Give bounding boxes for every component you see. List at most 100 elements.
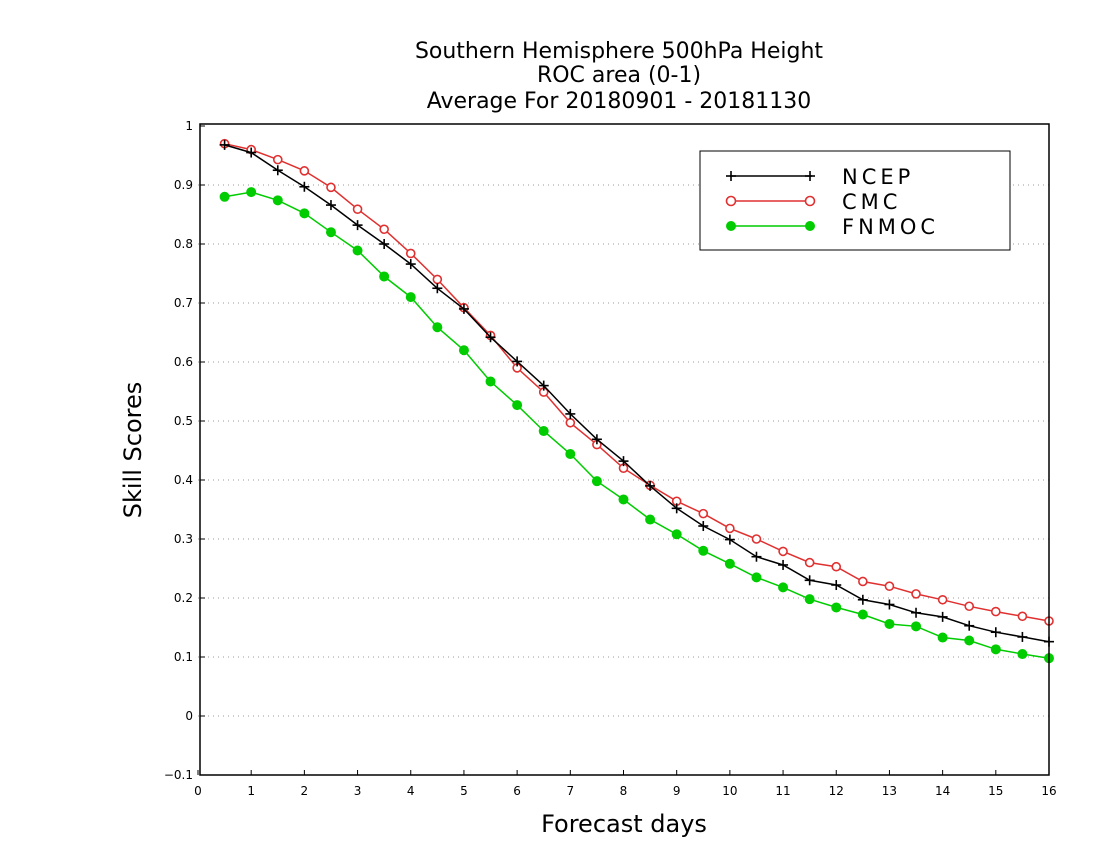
y-tick-label: 0.7 bbox=[174, 296, 193, 310]
data-point-filled-circle bbox=[565, 449, 576, 460]
legend-item-ncep: NCEP bbox=[726, 165, 910, 189]
data-point-open-circle bbox=[725, 195, 737, 207]
data-point-filled-circle bbox=[911, 621, 922, 632]
axis-ticks: −0.100.10.20.30.40.50.60.70.80.910 1 2 3 4 5 6… bbox=[164, 119, 1057, 798]
data-point-open-circle bbox=[804, 195, 816, 207]
data-point-plus bbox=[432, 283, 443, 294]
data-point-plus bbox=[990, 627, 1001, 638]
data-point-filled-circle bbox=[884, 618, 895, 629]
data-point-plus bbox=[299, 181, 310, 192]
x-tick-label: 14 bbox=[935, 784, 950, 798]
data-point-plus bbox=[937, 611, 948, 622]
data-point-plus bbox=[618, 456, 629, 467]
data-point-filled-circle bbox=[538, 426, 549, 437]
data-point-filled-circle bbox=[1017, 649, 1028, 660]
data-point-open-circle bbox=[884, 581, 895, 592]
data-point-plus bbox=[778, 559, 789, 570]
data-point-plus bbox=[751, 551, 762, 562]
data-point-open-circle bbox=[565, 417, 576, 428]
data-point-plus bbox=[726, 171, 736, 181]
data-point-plus bbox=[645, 480, 656, 491]
y-tick-label: 0.5 bbox=[174, 414, 193, 428]
data-point-filled-circle bbox=[778, 582, 789, 593]
legend-item-fnmoc: FNMOC bbox=[726, 215, 935, 239]
gridlines bbox=[198, 184, 1049, 717]
data-point-plus bbox=[565, 408, 576, 419]
data-point-open-circle bbox=[858, 576, 868, 587]
data-point-filled-circle bbox=[485, 376, 496, 387]
series-line-ncep bbox=[224, 144, 1050, 643]
data-point-plus bbox=[884, 599, 895, 610]
data-point-filled-circle bbox=[857, 609, 868, 620]
y-tick-label: 1 bbox=[185, 119, 193, 133]
data-point-filled-circle bbox=[726, 221, 736, 231]
data-point-open-circle bbox=[751, 534, 762, 544]
data-point-filled-circle bbox=[352, 245, 363, 256]
data-point-filled-circle bbox=[458, 345, 469, 356]
series-ncep bbox=[219, 139, 1054, 647]
data-point-filled-circle bbox=[272, 195, 283, 206]
data-point-plus bbox=[219, 139, 230, 150]
x-tick-label: 9 bbox=[673, 784, 681, 798]
data-point-plus bbox=[272, 165, 283, 176]
data-point-plus bbox=[911, 607, 922, 618]
data-point-plus bbox=[805, 171, 815, 181]
data-point-open-circle bbox=[725, 523, 735, 534]
data-point-open-circle bbox=[698, 508, 709, 519]
x-tick-label: 12 bbox=[829, 784, 844, 798]
data-point-plus bbox=[405, 259, 416, 270]
data-point-filled-circle bbox=[325, 227, 336, 238]
x-tick-label: 16 bbox=[1041, 784, 1056, 798]
data-point-plus bbox=[325, 200, 336, 211]
data-point-plus bbox=[804, 575, 815, 586]
y-tick-label: 0.9 bbox=[174, 178, 193, 192]
data-point-plus bbox=[698, 521, 709, 532]
x-axis-label: Forecast days bbox=[541, 810, 707, 838]
x-tick-label: 1 bbox=[247, 784, 255, 798]
data-point-open-circle bbox=[1017, 611, 1028, 622]
data-point-plus bbox=[857, 594, 868, 605]
series-layer bbox=[219, 138, 1054, 664]
y-tick-label: 0.4 bbox=[174, 473, 193, 487]
plot-area bbox=[199, 123, 1050, 776]
data-point-filled-circle bbox=[671, 529, 682, 540]
series-line-fnmoc bbox=[224, 191, 1050, 659]
chart-title-line-1: Southern Hemisphere 500hPa Height bbox=[415, 39, 823, 64]
data-point-open-circle bbox=[964, 601, 975, 612]
data-point-open-circle bbox=[804, 557, 815, 568]
y-tick-label: 0.3 bbox=[174, 532, 193, 546]
data-point-plus bbox=[591, 434, 602, 445]
data-point-filled-circle bbox=[698, 545, 709, 556]
series-fnmoc bbox=[219, 187, 1054, 664]
data-point-open-circle bbox=[991, 606, 1001, 617]
data-point-filled-circle bbox=[591, 476, 602, 487]
y-axis-label: Skill Scores bbox=[119, 382, 147, 519]
legend-label: CMC bbox=[842, 190, 901, 214]
data-point-plus bbox=[485, 332, 496, 343]
data-point-filled-circle bbox=[751, 572, 762, 583]
data-point-filled-circle bbox=[804, 594, 815, 605]
data-point-filled-circle bbox=[219, 191, 230, 202]
x-tick-label: 11 bbox=[775, 784, 790, 798]
data-point-plus bbox=[246, 147, 257, 158]
data-point-filled-circle bbox=[618, 494, 629, 505]
legend-item-cmc: CMC bbox=[725, 190, 901, 214]
data-point-plus bbox=[831, 580, 842, 591]
chart-title-line-3: Average For 20180901 - 20181130 bbox=[427, 89, 812, 114]
data-point-filled-circle bbox=[405, 292, 416, 303]
y-tick-label: 0.2 bbox=[174, 591, 193, 605]
data-point-plus bbox=[724, 534, 735, 545]
data-point-filled-circle bbox=[937, 632, 948, 643]
data-point-open-circle bbox=[405, 248, 416, 259]
data-point-filled-circle bbox=[831, 602, 842, 613]
data-point-filled-circle bbox=[724, 558, 735, 569]
y-tick-label: 0.8 bbox=[174, 237, 193, 251]
x-tick-label: 10 bbox=[722, 784, 737, 798]
data-point-filled-circle bbox=[432, 322, 443, 333]
data-point-open-circle bbox=[272, 154, 283, 165]
data-point-plus bbox=[512, 356, 523, 367]
x-tick-label: 0 bbox=[194, 784, 202, 798]
x-tick-label: 4 bbox=[407, 784, 415, 798]
